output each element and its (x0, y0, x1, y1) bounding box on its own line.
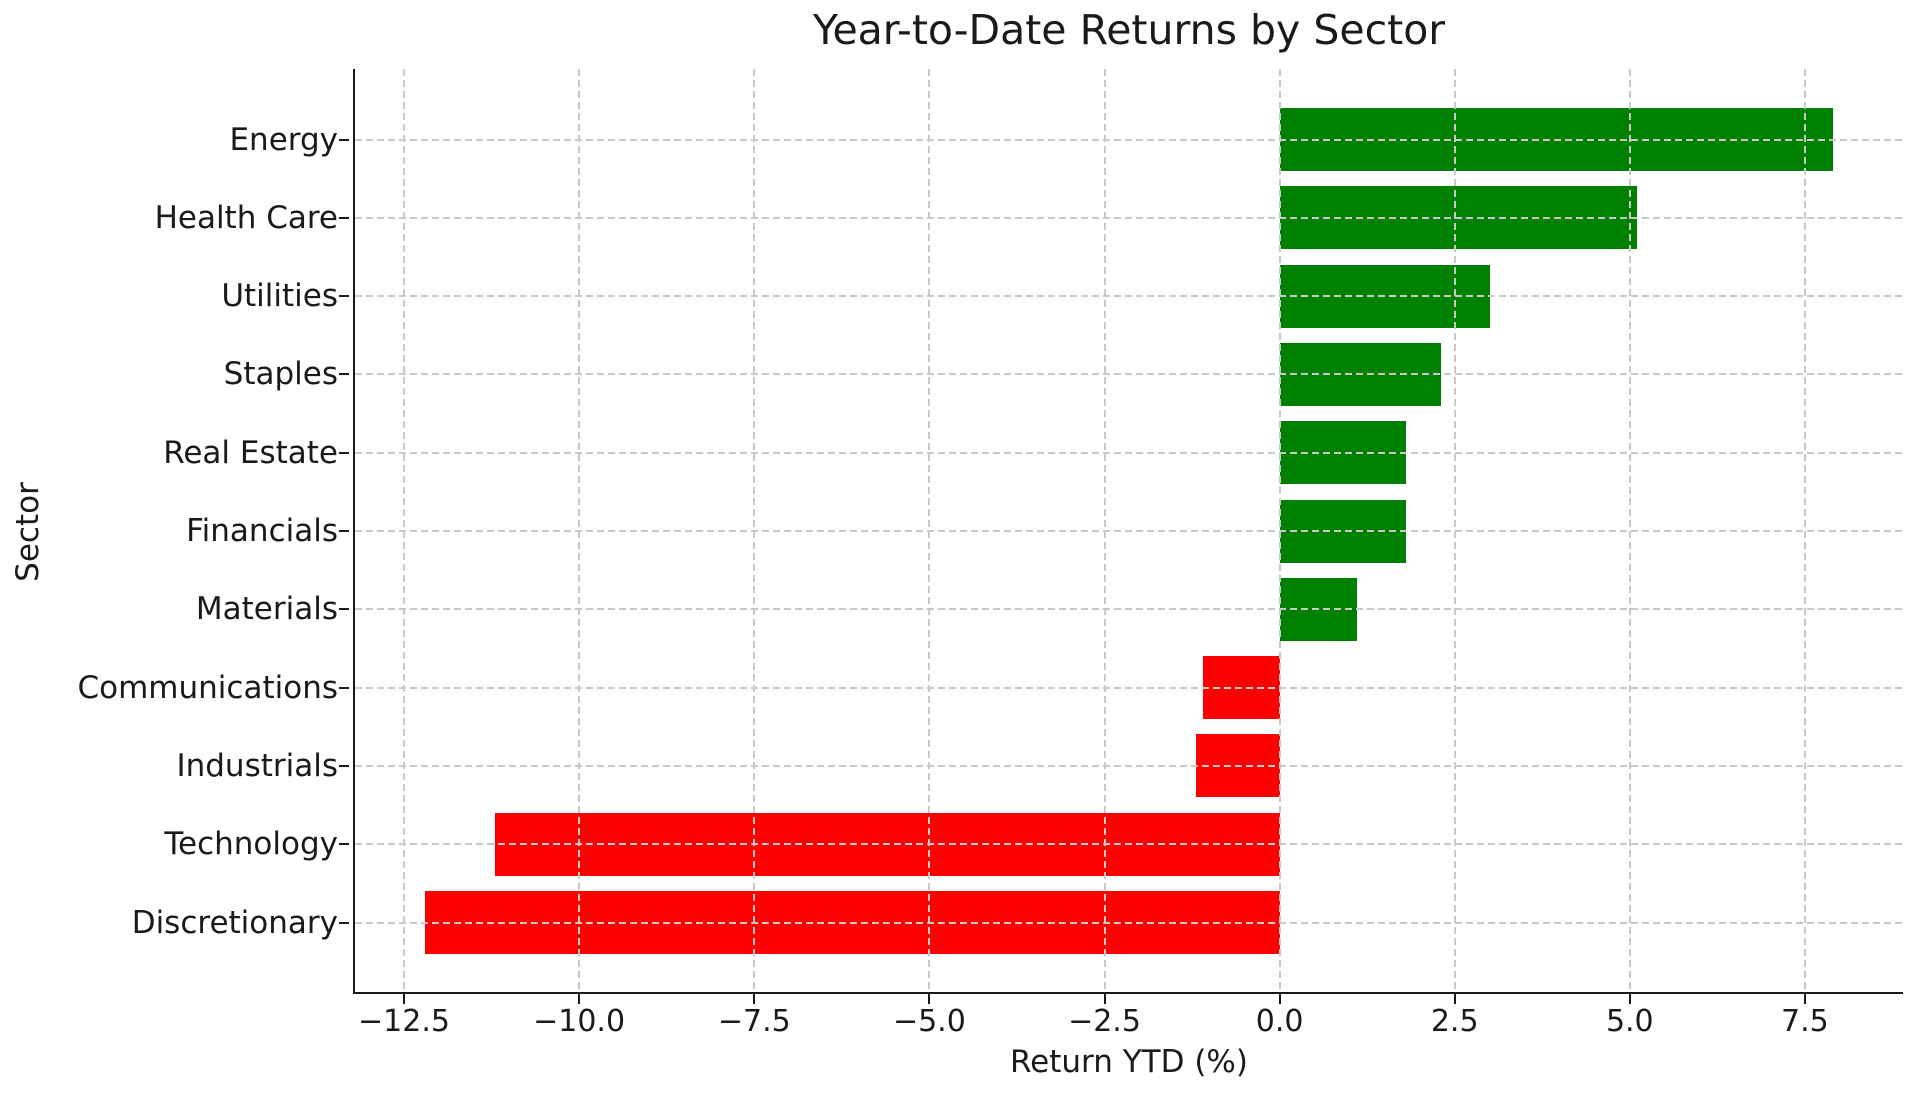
category-label: Technology (164, 826, 338, 863)
y-tick-mark (339, 295, 349, 298)
horizontal-gridline (355, 373, 1903, 376)
x-tick-label: 7.5 (1781, 1004, 1829, 1039)
category-label: Staples (223, 356, 338, 393)
y-tick-mark (339, 451, 349, 454)
x-tick-mark (1628, 994, 1631, 1004)
horizontal-gridline (355, 843, 1903, 846)
category-label: Discretionary (131, 904, 338, 941)
x-tick-label: 0.0 (1255, 1004, 1304, 1039)
category-label: Industrials (176, 747, 338, 784)
x-tick-label: −2.5 (1068, 1004, 1141, 1039)
horizontal-gridline (355, 921, 1903, 924)
category-label: Energy (229, 121, 338, 158)
plot-area (355, 69, 1903, 993)
x-axis-spine (353, 992, 1903, 994)
chart-title: Year-to-Date Returns by Sector (812, 6, 1446, 54)
x-tick-label: 5.0 (1605, 1004, 1654, 1039)
x-tick-mark (403, 994, 405, 1004)
y-tick-mark (339, 921, 349, 924)
y-tick-mark (339, 686, 349, 689)
category-label: Materials (195, 591, 338, 628)
y-tick-mark (339, 216, 349, 219)
x-tick-label: −10.0 (533, 1004, 626, 1039)
y-axis-spine (353, 69, 355, 994)
y-tick-mark (339, 530, 349, 532)
x-tick-mark (1278, 994, 1281, 1004)
x-tick-mark (1103, 994, 1106, 1004)
category-label: Financials (186, 513, 338, 549)
x-tick-mark (1803, 994, 1806, 1004)
x-tick-mark (1453, 994, 1456, 1004)
x-tick-mark (928, 994, 931, 1004)
y-tick-mark (339, 843, 349, 846)
y-tick-mark (339, 373, 349, 376)
x-tick-mark (578, 994, 581, 1004)
y-tick-mark (339, 138, 349, 141)
horizontal-gridline (355, 530, 1903, 532)
x-axis-label: Return YTD (%) (1010, 1044, 1248, 1080)
category-label: Health Care (154, 199, 338, 236)
category-label: Communications (77, 669, 339, 706)
y-tick-mark (339, 608, 349, 611)
x-tick-mark (753, 994, 756, 1004)
x-tick-label: −7.5 (717, 1004, 791, 1039)
y-tick-mark (339, 764, 349, 767)
category-label: Utilities (221, 278, 338, 315)
horizontal-gridline (355, 451, 1903, 454)
horizontal-gridline (355, 138, 1903, 141)
horizontal-gridline (355, 608, 1903, 611)
horizontal-gridline (355, 764, 1903, 767)
x-tick-label: −5.0 (892, 1004, 966, 1039)
category-label: Real Estate (163, 434, 338, 471)
horizontal-gridline (355, 295, 1903, 298)
horizontal-gridline (355, 216, 1903, 219)
horizontal-gridline (355, 686, 1903, 689)
x-tick-label: 2.5 (1430, 1004, 1479, 1039)
x-tick-label: −12.5 (358, 1004, 450, 1039)
